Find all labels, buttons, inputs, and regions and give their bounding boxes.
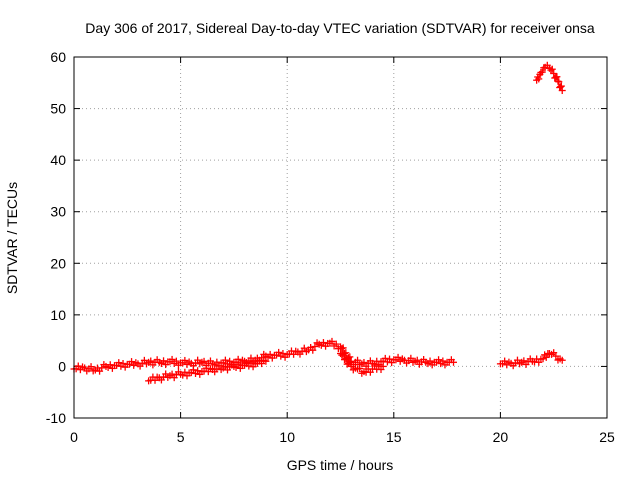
data-point-interp: [332, 340, 340, 348]
data-point-interp: [213, 358, 221, 366]
data-point-interp: [338, 345, 346, 353]
x-tick-label: 20: [493, 429, 509, 445]
y-tick-label: 30: [50, 204, 66, 220]
data-point-interp: [538, 68, 546, 76]
data-point-interp: [407, 354, 415, 362]
data-point: [558, 356, 566, 364]
data-point-interp: [275, 348, 283, 356]
data-point-interp: [346, 358, 354, 366]
data-point-interp: [189, 366, 197, 374]
data-point-interp: [342, 355, 350, 363]
data-point-interp: [553, 73, 561, 81]
x-tick-label: 0: [70, 429, 78, 445]
data-point-interp: [542, 353, 550, 361]
data-point-interp: [501, 357, 509, 365]
data-point-interp: [279, 349, 287, 357]
data-point-interp: [311, 343, 319, 351]
data-point: [449, 358, 457, 366]
data-marks: [70, 61, 566, 385]
data-point-interp: [168, 355, 176, 363]
data-point-interp: [309, 346, 317, 354]
data-point-interp: [266, 350, 274, 358]
x-tick-label: 10: [279, 429, 295, 445]
data-point-interp: [319, 339, 327, 347]
x-tick-label: 15: [386, 429, 402, 445]
x-tick-label: 25: [599, 429, 615, 445]
chart-title: Day 306 of 2017, Sidereal Day-to-day VTE…: [85, 20, 595, 36]
data-point-interp: [87, 363, 95, 371]
data-point-interp: [413, 356, 421, 364]
data-point-interp: [74, 362, 82, 370]
data-point-interp: [194, 356, 202, 364]
data-point-interp: [339, 350, 347, 358]
data-point-interp: [520, 357, 528, 365]
data-point-interp: [181, 356, 189, 364]
data-point-interp: [557, 82, 565, 90]
data-point-interp: [128, 358, 136, 366]
data-point-interp: [339, 344, 347, 352]
data-point-interp: [340, 356, 348, 364]
data-point-interp: [247, 359, 255, 367]
data-point-interp: [181, 368, 189, 376]
data-point: [262, 357, 270, 365]
data-point-interp: [200, 357, 208, 365]
y-tick-label: 0: [58, 358, 66, 374]
data-point-interp: [381, 354, 389, 362]
data-point-interp: [119, 359, 127, 367]
data-point-interp: [115, 359, 123, 367]
data-point-interp: [194, 367, 202, 375]
y-tick-label: 60: [50, 49, 66, 65]
data-point-interp: [426, 357, 434, 365]
data-point-interp: [513, 356, 521, 364]
data-point-interp: [548, 65, 556, 73]
data-point-interp: [234, 361, 242, 369]
data-point-interp: [106, 361, 114, 369]
data-point: [558, 87, 566, 95]
data-point: [539, 355, 547, 363]
data-point-interp: [557, 83, 565, 91]
y-tick-label: -10: [46, 410, 66, 426]
y-tick-label: 10: [50, 307, 66, 323]
data-point: [550, 70, 558, 78]
data-point: [379, 362, 387, 370]
data-point-interp: [243, 359, 251, 367]
plot-frame: [73, 56, 608, 419]
x-tick-label: 5: [177, 429, 185, 445]
data-point-interp: [338, 351, 346, 359]
y-axis-label: SDTVAR / TECUs: [4, 182, 20, 294]
y-tick-label: 20: [50, 255, 66, 271]
data-point-interp: [221, 362, 229, 370]
data-point-interp: [360, 358, 368, 366]
data-point-interp: [394, 353, 402, 361]
data-point-interp: [215, 362, 223, 370]
x-axis-label: GPS time / hours: [287, 457, 394, 473]
data-point-interp: [439, 357, 447, 365]
data-point-interp: [172, 357, 180, 365]
data-point-interp: [435, 356, 443, 364]
data-point-interp: [354, 356, 362, 364]
data-point-interp: [147, 357, 155, 365]
data-point-interp: [535, 75, 543, 83]
y-tick-label: 50: [50, 101, 66, 117]
grid-lines: [74, 57, 607, 418]
data-point-interp: [328, 337, 336, 345]
data-point-interp: [555, 78, 563, 86]
y-tick-label: 40: [50, 152, 66, 168]
data-point-interp: [140, 356, 148, 364]
data-point-interp: [386, 355, 394, 363]
data-point-interp: [168, 370, 176, 378]
data-point-interp: [221, 356, 229, 364]
data-point-interp: [356, 365, 364, 373]
data-point: [552, 352, 560, 360]
data-point-interp: [160, 357, 168, 365]
